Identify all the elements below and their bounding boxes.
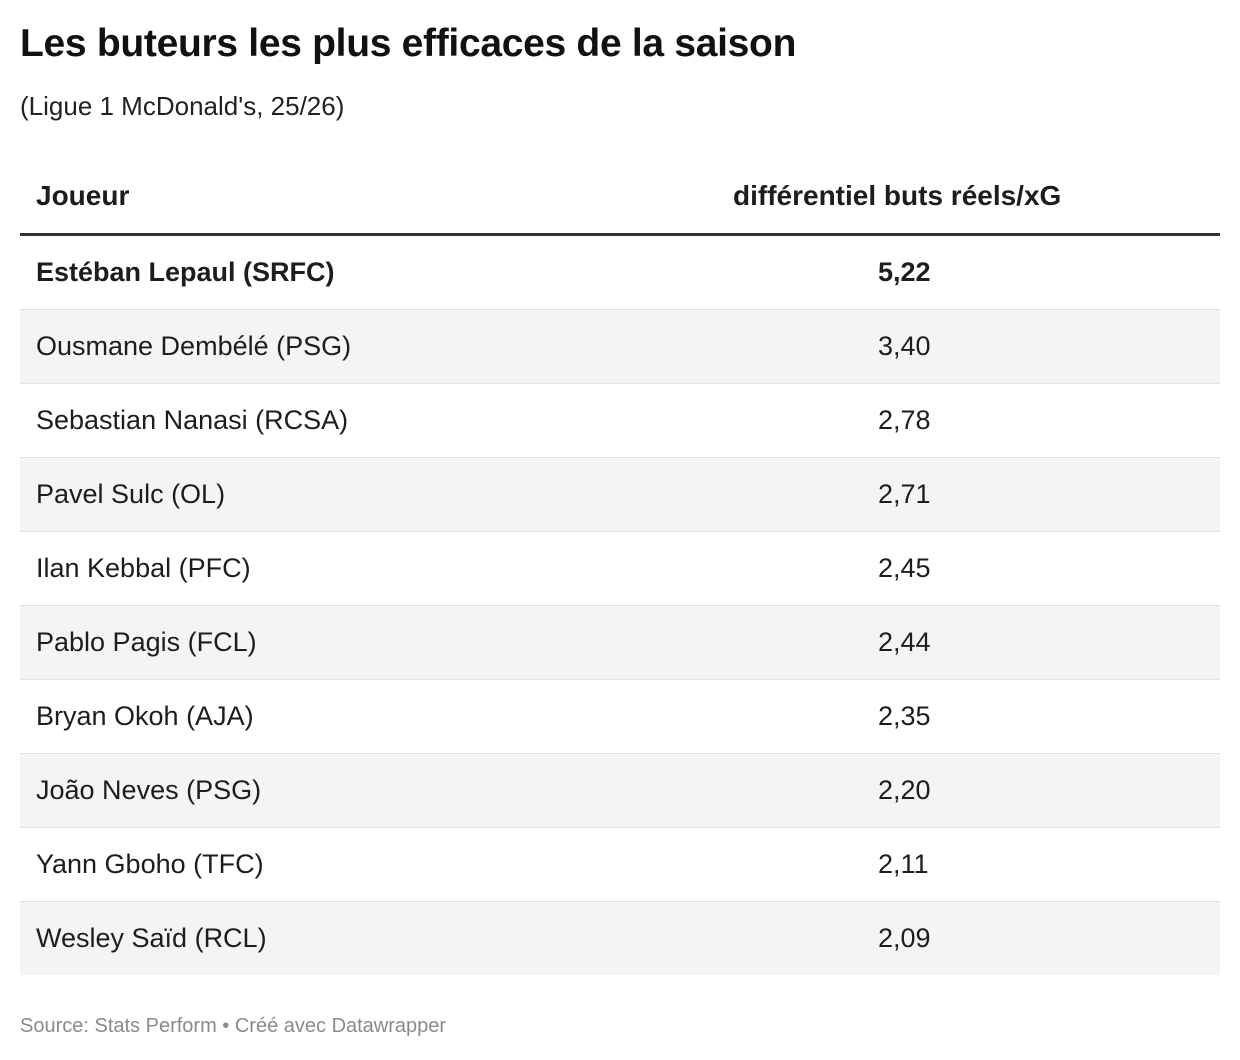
player-name-cell: Ousmane Dembélé (PSG): [36, 331, 352, 361]
differential-value-cell: 2,45: [878, 553, 931, 583]
table-row: João Neves (PSG) 2,20: [20, 754, 1220, 828]
differential-value-cell: 2,20: [878, 775, 931, 805]
chart-title: Les buteurs les plus efficaces de la sai…: [20, 22, 797, 65]
player-name-cell: Ilan Kebbal (PFC): [36, 553, 251, 583]
differential-value-cell: 5,22: [878, 257, 931, 287]
column-header-differential[interactable]: différentiel buts réels/xG: [733, 180, 1062, 211]
player-name-cell: Wesley Saïd (RCL): [36, 923, 267, 953]
table-row: Pavel Sulc (OL) 2,71: [20, 458, 1220, 532]
table-row: Yann Gboho (TFC) 2,11: [20, 828, 1220, 902]
table-row: Wesley Saïd (RCL) 2,09: [20, 902, 1220, 975]
table-row: Bryan Okoh (AJA) 2,35: [20, 680, 1220, 754]
differential-value-cell: 2,35: [878, 701, 931, 731]
table-row: Estéban Lepaul (SRFC) 5,22: [20, 236, 1220, 310]
player-name-cell: Estéban Lepaul (SRFC): [36, 257, 335, 287]
table-row: Ilan Kebbal (PFC) 2,45: [20, 532, 1220, 606]
differential-value-cell: 2,11: [878, 849, 929, 879]
player-name-cell: Sebastian Nanasi (RCSA): [36, 405, 349, 435]
table-row: Pablo Pagis (FCL) 2,44: [20, 606, 1220, 680]
player-name-cell: Bryan Okoh (AJA): [36, 701, 254, 731]
table-header: Joueur différentiel buts réels/xG: [20, 160, 1220, 236]
player-name-cell: João Neves (PSG): [36, 775, 262, 805]
column-header-player[interactable]: Joueur: [36, 180, 130, 211]
data-table: Joueur différentiel buts réels/xG Estéba…: [20, 160, 1220, 975]
source-note: Source: Stats Perform • Créé avec Datawr…: [20, 1015, 447, 1037]
table-row: Sebastian Nanasi (RCSA) 2,78: [20, 384, 1220, 458]
table-row: Ousmane Dembélé (PSG) 3,40: [20, 310, 1220, 384]
player-name-cell: Yann Gboho (TFC): [36, 849, 264, 879]
player-name-cell: Pablo Pagis (FCL): [36, 627, 257, 657]
differential-value-cell: 2,09: [878, 923, 931, 953]
table-body: Estéban Lepaul (SRFC) 5,22 Ousmane Dembélé…: [20, 236, 1220, 975]
chart-subtitle: (Ligue 1 McDonald's, 25/26): [20, 91, 345, 121]
differential-value-cell: 2,71: [878, 479, 931, 509]
differential-value-cell: 2,44: [878, 627, 931, 657]
differential-value-cell: 3,40: [878, 331, 931, 361]
player-name-cell: Pavel Sulc (OL): [36, 479, 226, 509]
differential-value-cell: 2,78: [878, 405, 931, 435]
